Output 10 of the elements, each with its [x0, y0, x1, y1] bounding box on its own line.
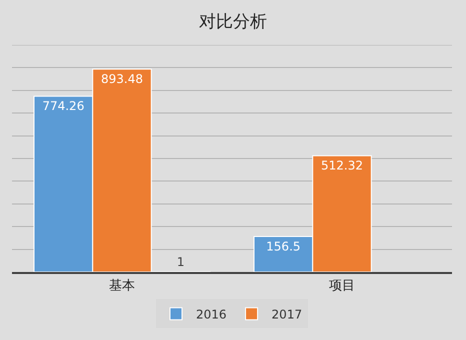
- x-tick-label: 基本: [109, 278, 135, 294]
- chart-title: 对比分析: [199, 12, 267, 32]
- data-label: 1: [176, 254, 184, 269]
- legend-label: 2016: [196, 307, 227, 322]
- data-label: 512.32: [321, 158, 363, 173]
- x-tick-label: 项目: [329, 278, 355, 294]
- legend-label: 2017: [272, 307, 302, 322]
- data-label: 893.48: [101, 72, 143, 86]
- data-label: 156.5: [266, 239, 301, 254]
- data-label: 774.26: [42, 99, 84, 114]
